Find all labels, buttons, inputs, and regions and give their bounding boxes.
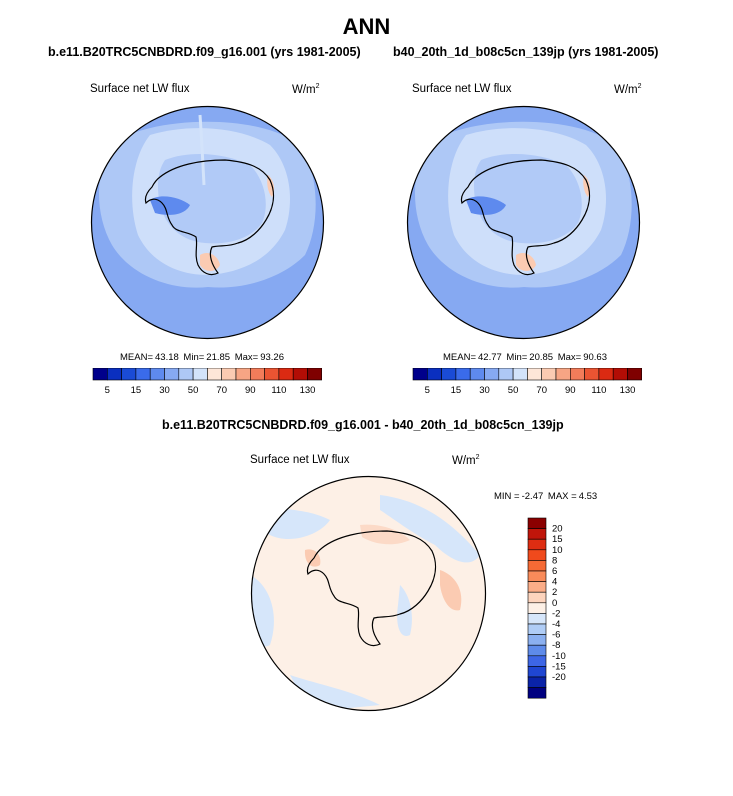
colorbar-swatch [527, 591, 547, 604]
colorbar-swatch [498, 368, 514, 381]
panel2-title: b40_20th_1d_b08c5cn_139jp (yrs 1981-2005… [393, 45, 659, 59]
panel3-units: W/m2 [452, 454, 480, 467]
panel3-polar-map [250, 475, 487, 712]
colorbar-tick-label: 4 [552, 577, 557, 588]
colorbar-swatch [527, 549, 547, 561]
colorbar-tick-label: 0 [552, 598, 557, 609]
colorbar-swatch [570, 368, 585, 381]
colorbar-swatch [527, 676, 547, 688]
colorbar-swatch [527, 634, 547, 646]
colorbar-tick-label: -6 [552, 630, 560, 641]
panel3-variable-label: Surface net LW flux [250, 454, 350, 466]
colorbar-tick-label: 50 [188, 385, 199, 396]
colorbar-tick-label: 90 [565, 385, 576, 396]
colorbar-swatch [627, 368, 642, 381]
page-title: ANN [342, 14, 391, 39]
colorbar-swatch [264, 368, 280, 381]
colorbar-swatch [584, 368, 600, 381]
colorbar-swatch [412, 368, 428, 381]
panel3-title: b.e11.B20TRC5CNBDRD.f09_g16.001 - b40_20… [162, 418, 564, 432]
colorbar-swatch [527, 528, 547, 540]
colorbar-swatch [527, 613, 547, 625]
colorbar-swatch [441, 368, 457, 381]
colorbar-swatch [527, 517, 547, 529]
colorbar-tick-label: 30 [479, 385, 490, 396]
colorbar-swatch [527, 368, 543, 381]
colorbar-swatch [527, 570, 547, 582]
colorbar-tick-label: 10 [552, 545, 563, 556]
panel2-polar-map [406, 105, 641, 340]
colorbar-tick-label: 90 [245, 385, 256, 396]
colorbar-tick-label: 110 [591, 385, 606, 396]
colorbar-swatch [107, 368, 122, 381]
colorbar-tick-label: 2 [552, 587, 557, 598]
colorbar-tick-label: 8 [552, 555, 557, 566]
colorbar-swatch [527, 560, 547, 572]
colorbar-swatch [527, 666, 547, 678]
colorbar-swatch [527, 538, 547, 551]
panel2-variable-label: Surface net LW flux [412, 83, 512, 95]
colorbar-swatch [250, 368, 265, 381]
colorbar-tick-label: 6 [552, 566, 557, 577]
colorbar-swatch [292, 368, 308, 381]
colorbar-tick-label: 15 [552, 534, 563, 545]
colorbar-tick-label: 50 [508, 385, 519, 396]
colorbar-swatch [512, 368, 528, 381]
colorbar-swatch [92, 368, 108, 381]
colorbar-swatch [135, 368, 151, 381]
panel1-polar-map [90, 105, 325, 340]
colorbar-swatch [527, 623, 547, 635]
colorbar-tick-label: 20 [552, 524, 563, 535]
panel1-colorbar: 5 15 30 50 70 90 110 130 [92, 368, 322, 396]
colorbar-tick-label: 110 [271, 385, 286, 396]
colorbar-tick-label: -20 [552, 672, 566, 683]
colorbar-swatch [149, 368, 165, 381]
colorbar-swatch [527, 687, 547, 699]
colorbar-swatch [121, 368, 137, 381]
colorbar-tick-label: -4 [552, 619, 560, 630]
panel1-variable-label: Surface net LW flux [90, 83, 190, 95]
colorbar-tick-label: 130 [300, 385, 316, 396]
colorbar-swatch [427, 368, 442, 381]
colorbar-swatch [221, 368, 237, 381]
colorbar-swatch [555, 368, 571, 381]
colorbar-tick-label: 30 [159, 385, 170, 396]
colorbar-swatch [612, 368, 628, 381]
panel1-stats: MEAN= 43.18 Min= 21.85 Max= 93.26 [120, 352, 284, 363]
colorbar-swatch [527, 644, 547, 657]
colorbar-tick-label: 130 [620, 385, 636, 396]
panel3-stats: MIN = -2.47 MAX = 4.53 [494, 491, 598, 502]
colorbar-tick-label: 15 [131, 385, 142, 396]
colorbar-tick-label: -10 [552, 651, 566, 662]
colorbar-swatch [307, 368, 322, 381]
colorbar-swatch [527, 655, 547, 667]
colorbar-swatch [455, 368, 471, 381]
colorbar-swatch [541, 368, 557, 381]
panel2-units: W/m2 [614, 83, 642, 96]
colorbar-tick-label: 70 [216, 385, 227, 396]
colorbar-swatch [278, 368, 294, 381]
colorbar-swatch [484, 368, 500, 381]
panel1-units: W/m2 [292, 83, 320, 96]
panel2-colorbar: 5 15 30 50 70 90 110 130 [412, 368, 642, 396]
colorbar-swatch [192, 368, 208, 381]
colorbar-swatch [527, 581, 547, 593]
colorbar-tick-label: 15 [451, 385, 462, 396]
colorbar-tick-label: 70 [536, 385, 547, 396]
colorbar-swatch [164, 368, 180, 381]
colorbar-swatch [178, 368, 194, 381]
colorbar-tick-label: -15 [552, 661, 566, 672]
colorbar-swatch [527, 602, 547, 614]
colorbar-swatch [598, 368, 614, 381]
colorbar-tick-label: -8 [552, 640, 560, 651]
panel1-title: b.e11.B20TRC5CNBDRD.f09_g16.001 (yrs 198… [48, 45, 361, 59]
colorbar-swatch [469, 368, 485, 381]
colorbar-swatch [235, 368, 251, 381]
colorbar-tick-label: -2 [552, 608, 560, 619]
colorbar-tick-label: 5 [105, 385, 110, 396]
colorbar-swatch [207, 368, 223, 381]
panel2-stats: MEAN= 42.77 Min= 20.85 Max= 90.63 [443, 352, 607, 363]
colorbar-tick-label: 5 [425, 385, 430, 396]
